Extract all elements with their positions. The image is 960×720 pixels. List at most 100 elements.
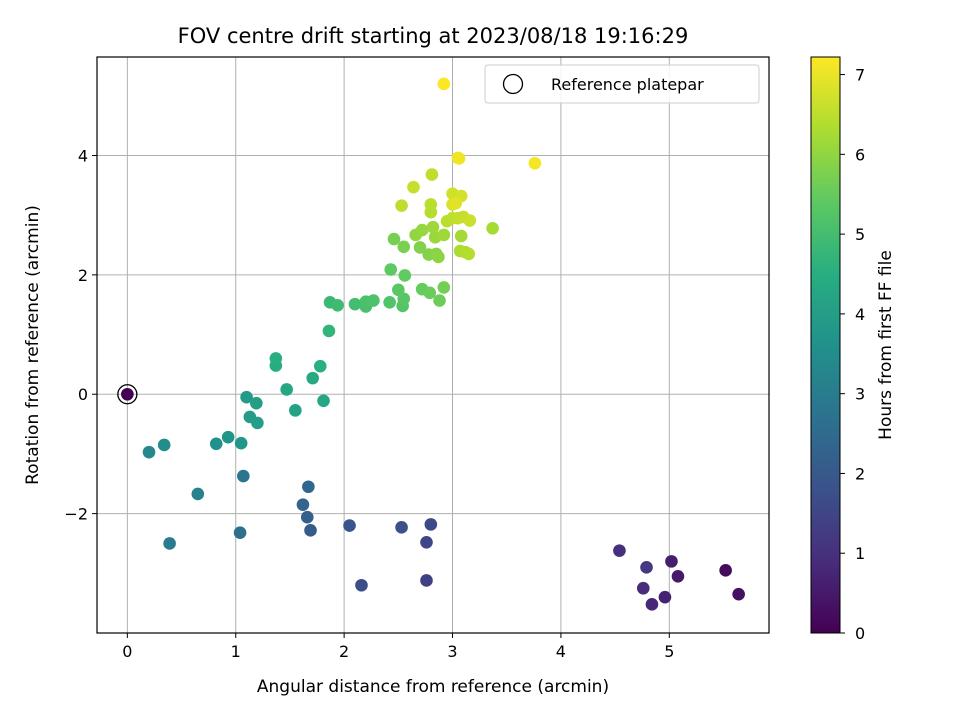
data-point	[142, 445, 156, 459]
data-point	[313, 359, 327, 373]
data-point	[302, 480, 315, 494]
data-point	[163, 537, 176, 550]
colorbar-tick-label: 1	[855, 544, 865, 563]
data-point	[397, 240, 411, 254]
data-point	[454, 229, 468, 243]
y-axis-label: Rotation from reference (arcmin)	[23, 205, 43, 485]
legend-marker	[502, 73, 524, 95]
data-point	[348, 297, 362, 311]
data-point	[413, 241, 427, 254]
data-point	[426, 220, 440, 234]
colorbar-tick-label: 4	[855, 305, 865, 324]
data-point	[398, 269, 412, 282]
data-point	[191, 487, 205, 501]
data-point	[395, 199, 408, 212]
data-point	[237, 469, 250, 483]
data-point	[343, 519, 356, 532]
reference-platepar-marker	[117, 384, 138, 405]
data-point	[250, 396, 263, 410]
data-point	[437, 228, 451, 242]
data-point	[395, 521, 408, 534]
x-tick-label: 3	[447, 642, 457, 661]
grid-lines	[97, 57, 769, 633]
y-tick-label: −2	[64, 505, 88, 524]
data-points	[117, 77, 745, 611]
colorbar-label: Hours from first FF file	[876, 250, 896, 440]
data-point	[300, 510, 314, 524]
data-point	[157, 438, 171, 452]
y-tick-label: 0	[78, 385, 88, 404]
data-point	[719, 564, 732, 577]
x-tick-label: 4	[556, 642, 566, 661]
data-point	[306, 371, 319, 385]
x-tick-label: 0	[122, 642, 132, 661]
data-point	[384, 263, 398, 276]
x-axis-label: Angular distance from reference (arcmin)	[257, 677, 609, 697]
legend-box	[484, 64, 760, 104]
x-tick-label: 1	[231, 642, 241, 661]
colorbar-tick-label: 0	[855, 624, 865, 643]
data-point	[420, 535, 433, 549]
data-point	[392, 283, 405, 297]
data-point	[665, 555, 678, 568]
data-point	[658, 590, 672, 604]
data-point	[462, 247, 476, 261]
data-point	[296, 498, 310, 511]
x-tick-label: 2	[339, 642, 349, 661]
data-point	[420, 574, 433, 587]
data-point	[645, 598, 659, 611]
data-point	[424, 198, 438, 211]
data-point	[463, 214, 477, 227]
data-point	[233, 526, 247, 540]
data-point	[269, 352, 283, 365]
data-point	[317, 394, 330, 408]
data-point	[640, 561, 653, 574]
data-point	[425, 168, 439, 181]
data-point	[331, 299, 344, 312]
data-point	[452, 152, 466, 165]
data-point	[280, 383, 293, 396]
legend: Reference platepar	[484, 64, 760, 104]
data-point	[367, 294, 380, 307]
data-point	[433, 294, 446, 307]
colorbar-tick-label: 2	[855, 464, 865, 483]
data-point	[304, 524, 317, 537]
chart-title: FOV centre drift starting at 2023/08/18 …	[178, 24, 689, 48]
data-point	[528, 156, 542, 170]
data-point	[234, 436, 248, 450]
colorbar-tick-label: 3	[855, 385, 865, 404]
data-point	[289, 404, 302, 417]
colorbar	[810, 56, 841, 634]
data-point	[732, 587, 745, 601]
data-point	[613, 544, 626, 557]
data-point	[636, 581, 650, 595]
data-point	[387, 232, 401, 246]
colorbar-tick-label: 6	[855, 145, 865, 164]
data-point	[240, 390, 253, 404]
plot-frame	[96, 56, 770, 634]
data-point	[671, 569, 685, 583]
data-point	[437, 77, 451, 91]
data-point	[407, 180, 420, 194]
colorbar-tick-label: 7	[855, 66, 865, 85]
data-point	[221, 430, 235, 444]
data-point	[355, 578, 368, 592]
data-point	[251, 416, 264, 430]
data-point	[432, 250, 445, 264]
data-point	[322, 324, 336, 338]
data-point	[415, 223, 429, 237]
data-point	[449, 196, 463, 210]
colorbar-tick-label: 5	[855, 225, 865, 244]
data-point	[486, 222, 499, 235]
x-tick-label: 5	[664, 642, 674, 661]
data-point	[424, 518, 438, 531]
legend-entry-reference-platepar: Reference platepar	[551, 75, 704, 94]
data-point	[121, 387, 134, 401]
y-axis-ticks: −2 0 2 4	[64, 146, 97, 524]
data-point	[437, 281, 451, 294]
data-point	[209, 437, 223, 451]
data-point	[423, 286, 437, 300]
data-point	[383, 296, 396, 309]
x-axis-ticks: 0 1 2 3 4 5	[122, 633, 674, 661]
